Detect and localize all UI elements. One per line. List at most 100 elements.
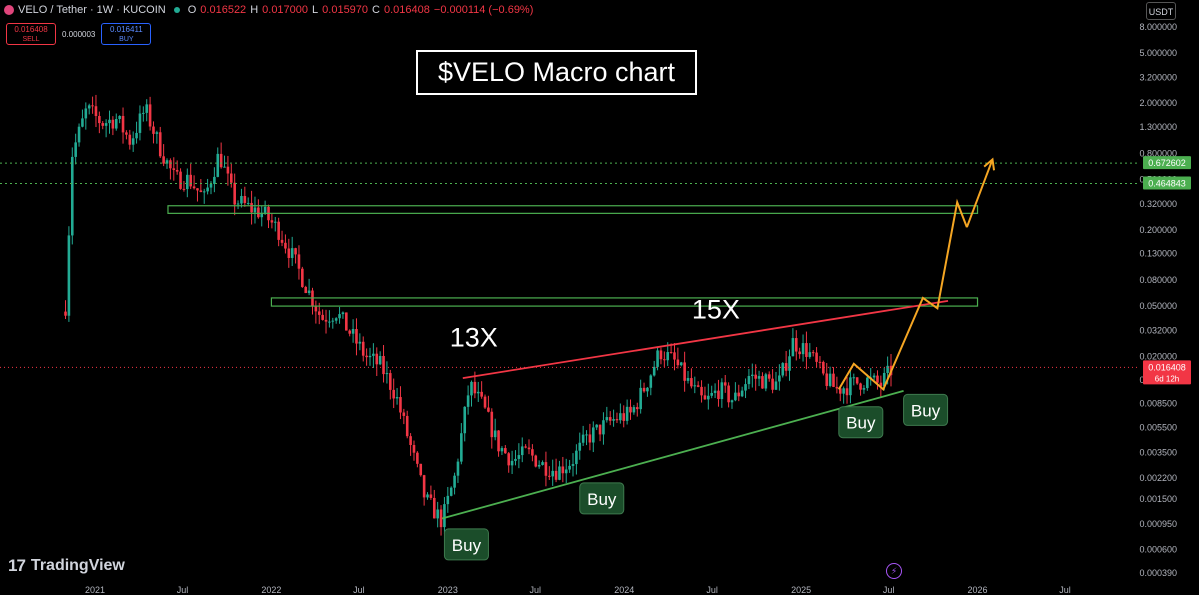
candle-body [233,182,236,205]
candle-body [750,374,754,377]
price-tick-label: 3.200000 [1139,72,1177,82]
candle-body [855,377,859,384]
open-value: 0.016522 [200,4,247,16]
change-value: −0.000114 (−0.69%) [433,4,534,16]
candle-body [659,350,663,360]
sell-button[interactable]: 0.016408 SELL [6,23,56,45]
price-tick-label: 0.000600 [1139,544,1177,554]
candle-body [784,363,788,371]
candle-body [690,378,693,387]
candle-body [541,462,544,465]
candle-body [158,132,162,157]
candle-body [389,373,392,390]
currency-selector[interactable]: USDT [1146,2,1176,20]
candle-body [196,188,199,191]
price-tick-label: 0.002200 [1139,473,1177,483]
candle-body [564,469,568,474]
candle-body [794,338,798,352]
candle-body [111,119,115,129]
candle-body [849,377,852,396]
candle-body [774,381,778,390]
candle-body [639,387,642,410]
candle-body [554,470,558,480]
candle-body [229,173,233,183]
candle-body [216,153,220,177]
candle-body [635,407,639,410]
candle-body [91,105,94,107]
candle-body [328,321,331,323]
candle-body [321,314,324,320]
candle-body [138,113,142,133]
candle-body [94,106,98,117]
candle-body [426,494,429,498]
candle-body [165,160,169,164]
candle-body [70,156,74,236]
candle-body [314,306,318,312]
candle-body [886,365,889,373]
time-tick-label: Jul [1059,585,1071,595]
candle-body [199,190,203,193]
candle-body [717,390,720,400]
buy-button[interactable]: 0.016411 BUY [101,23,152,45]
buy-label-box [903,393,949,426]
candle-body [453,475,456,488]
candle-body [507,453,511,466]
candle-body [500,448,504,452]
candle-body [548,475,551,477]
projection-path [837,198,968,392]
candle-body [172,168,176,170]
candle-body [727,385,730,403]
candle-body [828,373,832,386]
candle-body [382,355,385,375]
candle-body [311,290,314,307]
candle-body [649,375,653,388]
candle-body [372,353,375,356]
symbol-title[interactable]: VELO / Tether · 1W · KUCOIN [18,4,166,16]
candle-body [87,105,91,109]
candle-body [273,221,277,223]
market-open-icon [173,7,180,13]
candle-body [402,412,406,416]
candle-body [558,466,561,480]
candle-body [125,132,128,135]
candle-body [730,400,734,403]
candle-body [399,397,402,413]
candle-body [619,413,622,421]
resistance-line [462,299,949,379]
candle-body [473,381,477,394]
candle-body [236,203,240,205]
candle-body [334,318,338,321]
candle-body [338,314,341,319]
candle-body [696,385,700,387]
candle-body [155,132,159,134]
candle-body [872,375,876,378]
price-tick-label: 0.001500 [1139,494,1177,504]
candle-body [876,375,879,383]
time-tick-label: 2023 [438,585,458,595]
high-value: 0.017000 [262,4,309,16]
price-tick-label: 0.200000 [1139,225,1177,235]
candle-body [253,207,257,213]
candle-body [497,430,500,452]
candle-body [571,464,575,466]
candle-body [294,248,297,255]
candle-body [240,196,243,204]
buy-label: Buy [452,536,482,555]
candle-body [439,509,443,528]
candle-body [838,388,842,394]
price-tick-label: 0.005500 [1139,422,1177,432]
lightning-icon[interactable]: ⚡ [886,563,902,579]
candle-body [707,395,710,400]
price-tick-label: 0.050000 [1139,301,1177,311]
projection [837,157,996,392]
candle-body [544,462,548,476]
candle-body [767,374,771,379]
candle-body [378,355,382,365]
candle-body [280,239,284,243]
time-tick-label: 2022 [261,585,281,595]
candle-body [287,248,291,258]
trade-panel: 0.016408 SELL 0.000003 0.016411 BUY [6,23,152,45]
candle-body [581,434,585,443]
